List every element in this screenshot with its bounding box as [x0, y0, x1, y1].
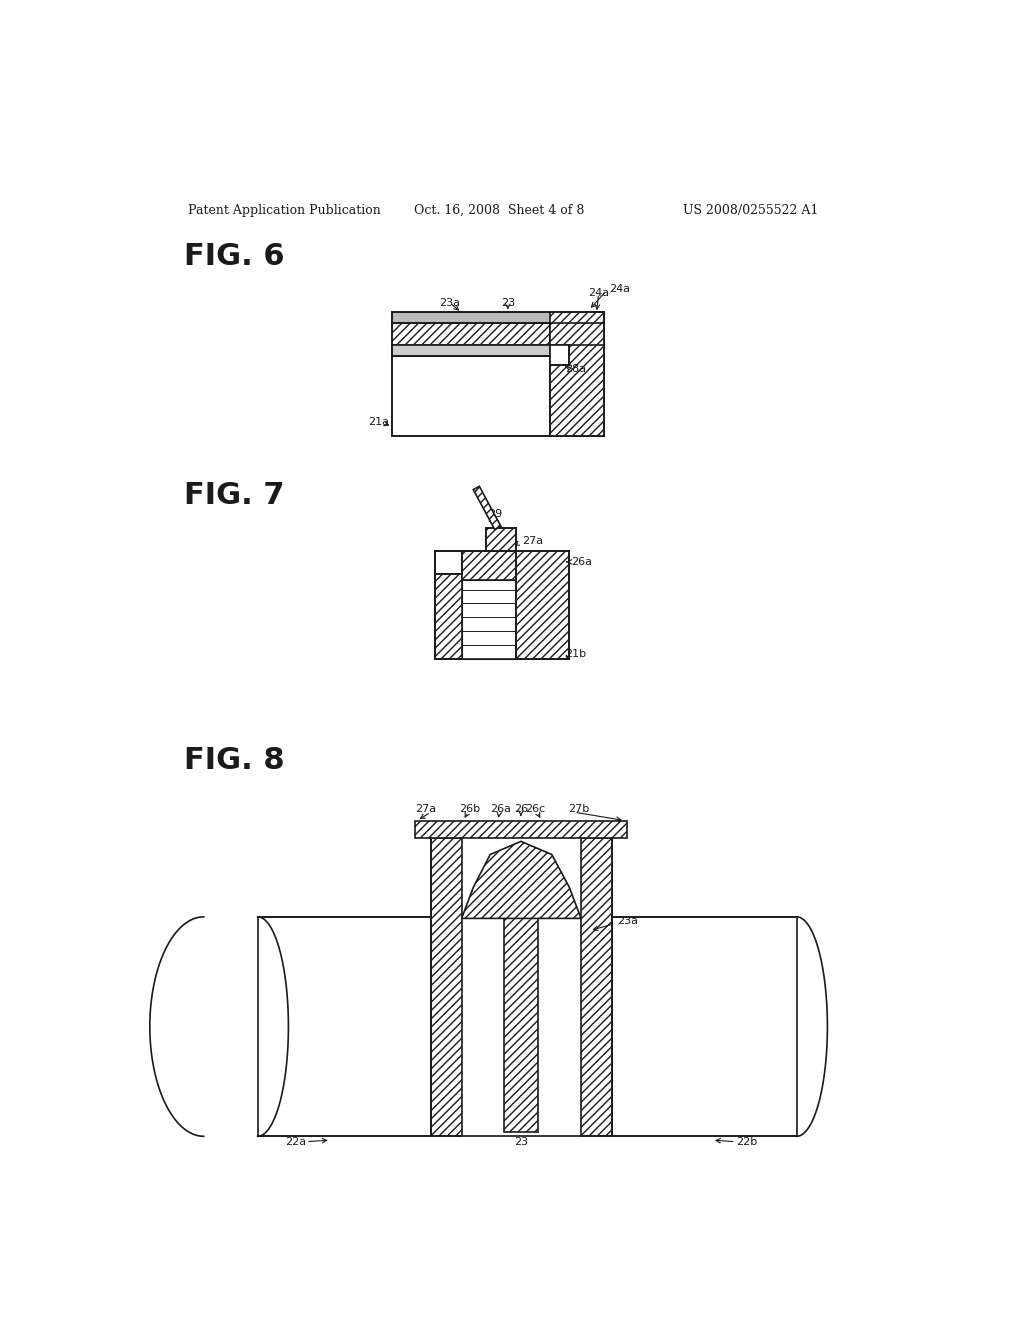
Polygon shape	[550, 313, 604, 436]
Text: 23: 23	[514, 1138, 528, 1147]
Text: 24a: 24a	[588, 288, 609, 298]
Polygon shape	[392, 313, 604, 323]
Polygon shape	[486, 528, 515, 552]
Polygon shape	[435, 552, 462, 574]
Text: 26a: 26a	[489, 804, 511, 814]
Text: 28a: 28a	[565, 364, 586, 375]
Polygon shape	[462, 838, 581, 1137]
Polygon shape	[515, 552, 569, 659]
Text: FIG. 6: FIG. 6	[184, 243, 285, 272]
Text: 29: 29	[488, 510, 503, 519]
Text: 23a: 23a	[439, 298, 461, 308]
Polygon shape	[611, 917, 797, 1137]
Text: 23a: 23a	[617, 916, 638, 925]
Polygon shape	[392, 323, 550, 345]
Text: 22b: 22b	[736, 1138, 757, 1147]
Text: 27a: 27a	[415, 804, 436, 814]
Text: FIG. 8: FIG. 8	[184, 746, 285, 775]
Text: 26c: 26c	[525, 804, 546, 814]
Polygon shape	[392, 355, 550, 436]
Polygon shape	[435, 574, 462, 659]
Polygon shape	[462, 552, 515, 581]
Polygon shape	[258, 917, 431, 1137]
Polygon shape	[392, 313, 604, 323]
Text: 24a: 24a	[609, 284, 631, 294]
Polygon shape	[462, 841, 581, 919]
Text: 22a: 22a	[286, 1138, 306, 1147]
Polygon shape	[473, 486, 501, 529]
Text: Oct. 16, 2008  Sheet 4 of 8: Oct. 16, 2008 Sheet 4 of 8	[414, 205, 585, 218]
Polygon shape	[550, 345, 569, 364]
Text: 27a: 27a	[521, 536, 543, 546]
Text: 26a: 26a	[571, 557, 592, 566]
Polygon shape	[504, 919, 538, 1133]
Text: US 2008/0255522 A1: US 2008/0255522 A1	[683, 205, 819, 218]
Polygon shape	[392, 345, 550, 355]
Polygon shape	[435, 552, 569, 659]
Text: 26b: 26b	[459, 804, 480, 814]
Text: 27b: 27b	[568, 804, 589, 814]
Polygon shape	[416, 821, 628, 838]
Polygon shape	[431, 838, 462, 1137]
Polygon shape	[462, 581, 515, 659]
Text: Patent Application Publication: Patent Application Publication	[188, 205, 381, 218]
Text: 21a: 21a	[368, 417, 389, 426]
Text: 26: 26	[514, 804, 528, 814]
Text: 23: 23	[501, 298, 515, 308]
Polygon shape	[581, 838, 611, 1137]
Text: FIG. 7: FIG. 7	[184, 482, 285, 510]
Text: 21b: 21b	[565, 648, 586, 659]
